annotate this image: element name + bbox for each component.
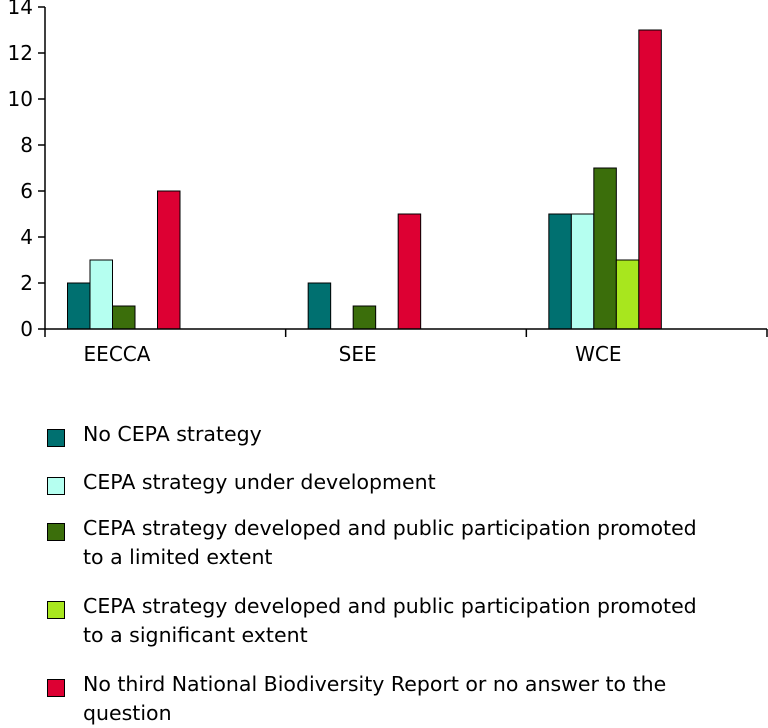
bar-see-series-5: [397, 213, 422, 330]
bar-eecca-series-1: [67, 282, 91, 330]
legend-swatch: [47, 477, 65, 495]
bar-eecca-series-5: [157, 190, 181, 330]
legend-item-no-report: No third National Biodiversity Report or…: [47, 670, 703, 728]
bar-eecca-series-3: [112, 305, 136, 330]
y-tick-label: 4: [20, 225, 33, 249]
bar-eecca-series-2: [89, 259, 113, 330]
bar-chart: 0 2 4 6 8 10 12 14 EECCA SEE WCE: [8, 0, 768, 366]
x-tick-label-eecca: EECCA: [84, 342, 151, 366]
axes-group: [44, 7, 767, 330]
legend-label: CEPA strategy developed and public parti…: [83, 516, 697, 569]
legend-swatch: [47, 523, 65, 541]
bar-see-series-3: [352, 305, 377, 330]
bar-wce-series-5: [638, 29, 662, 330]
bar-see-series-1: [307, 282, 332, 330]
y-tick-label: 2: [20, 271, 33, 295]
bar-wce-series-1: [548, 213, 572, 330]
bar-wce-series-2: [570, 213, 595, 330]
legend-swatch: [47, 679, 65, 697]
y-tick-label: 10: [8, 87, 33, 111]
legend-item-no-cepa: No CEPA strategy: [47, 420, 703, 449]
y-tick-label: 6: [20, 179, 33, 203]
y-ticks-group: 0 2 4 6 8 10 12 14: [8, 0, 45, 341]
y-tick-label: 8: [20, 133, 33, 157]
bar-wce-series-4: [615, 259, 640, 330]
legend-label: No third National Biodiversity Report or…: [83, 672, 667, 725]
legend-item-cepa-under-development: CEPA strategy under development: [47, 468, 703, 497]
legend-swatch: [47, 429, 65, 447]
legend-label: CEPA strategy under development: [83, 470, 436, 494]
x-tick-label-wce: WCE: [575, 342, 621, 366]
y-tick-label: 12: [8, 41, 33, 65]
y-tick-label: 14: [8, 0, 33, 19]
legend-swatch: [47, 601, 65, 619]
bars-group: [67, 29, 662, 330]
legend-item-cepa-significant-extent: CEPA strategy developed and public parti…: [47, 592, 703, 650]
legend-label: No CEPA strategy: [83, 422, 262, 446]
x-tick-label-see: SEE: [339, 342, 377, 366]
x-ticks-group: EECCA SEE WCE: [44, 329, 768, 366]
legend-label: CEPA strategy developed and public parti…: [83, 594, 697, 647]
bar-wce-series-3: [593, 167, 617, 330]
legend-item-cepa-limited-extent: CEPA strategy developed and public parti…: [47, 514, 703, 572]
y-tick-label: 0: [20, 317, 33, 341]
